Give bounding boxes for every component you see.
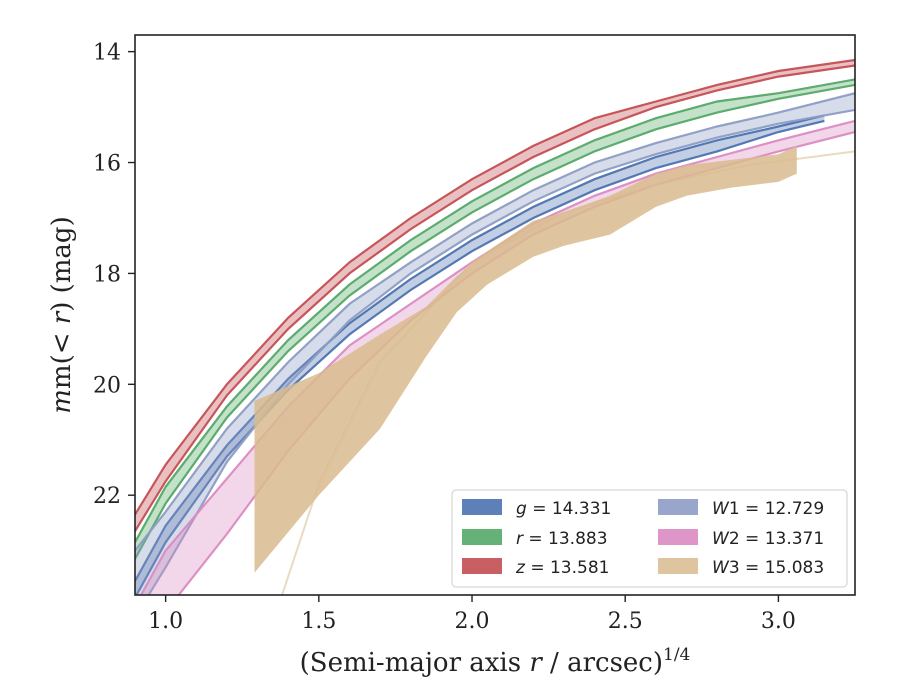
band-w2 (141, 120, 855, 595)
x-tick-label: 1.5 (301, 609, 336, 634)
line-g-hi (135, 114, 825, 582)
line-g-lo (135, 119, 825, 595)
line-w3-extrapolation (281, 150, 855, 595)
legend-swatch-w1 (658, 499, 698, 515)
y-tick-label: 18 (93, 262, 121, 287)
line-w1-hi (135, 92, 855, 552)
series-layer (135, 58, 855, 595)
x-axis-exponent: 1/4 (663, 645, 690, 665)
y-axis-label: mm(< r) (mag) (47, 216, 77, 413)
y-tick-label: 16 (93, 152, 121, 177)
legend-label-w2: W2 = 13.371 (712, 529, 824, 549)
legend: g = 14.331 r = 13.883 z = 13.581 W1 = 12.72… (451, 489, 848, 588)
line-r-lo (135, 83, 855, 560)
legend-label-r: r = 13.883 (516, 529, 608, 549)
line-w1-lo (147, 108, 855, 595)
plot-frame (134, 34, 856, 596)
x-tick-label: 1.0 (148, 609, 183, 634)
x-axis-label: (Semi-major axis r / arcsec)1/4 (300, 645, 691, 678)
y-tick-label: 20 (93, 373, 121, 398)
line-r-hi (135, 78, 855, 543)
ticks-layer: 1.0 1.5 2.0 2.5 3.0 14 16 18 20 22 (93, 41, 796, 634)
legend-swatch-z (462, 558, 502, 574)
x-tick-label: 3.0 (761, 609, 796, 634)
legend-swatch-r (462, 529, 502, 545)
line-z-lo (135, 64, 855, 532)
y-tick-label: 14 (93, 41, 121, 66)
legend-frame (451, 489, 848, 588)
legend-label-w1: W1 = 12.729 (712, 499, 824, 519)
line-z-hi (135, 58, 855, 516)
x-tick-label: 2.5 (608, 609, 643, 634)
legend-label-g: g = 14.331 (516, 499, 611, 519)
x-tick-label: 2.0 (455, 609, 490, 634)
legend-label-w3: W3 = 15.083 (712, 558, 824, 578)
legend-label-z: z = 13.581 (515, 558, 609, 578)
y-tick-label: 22 (93, 484, 121, 509)
band-w3 (254, 145, 797, 573)
legend-swatch-w3 (658, 558, 698, 574)
legend-swatch-w2 (658, 529, 698, 545)
legend-swatch-g (462, 499, 502, 515)
